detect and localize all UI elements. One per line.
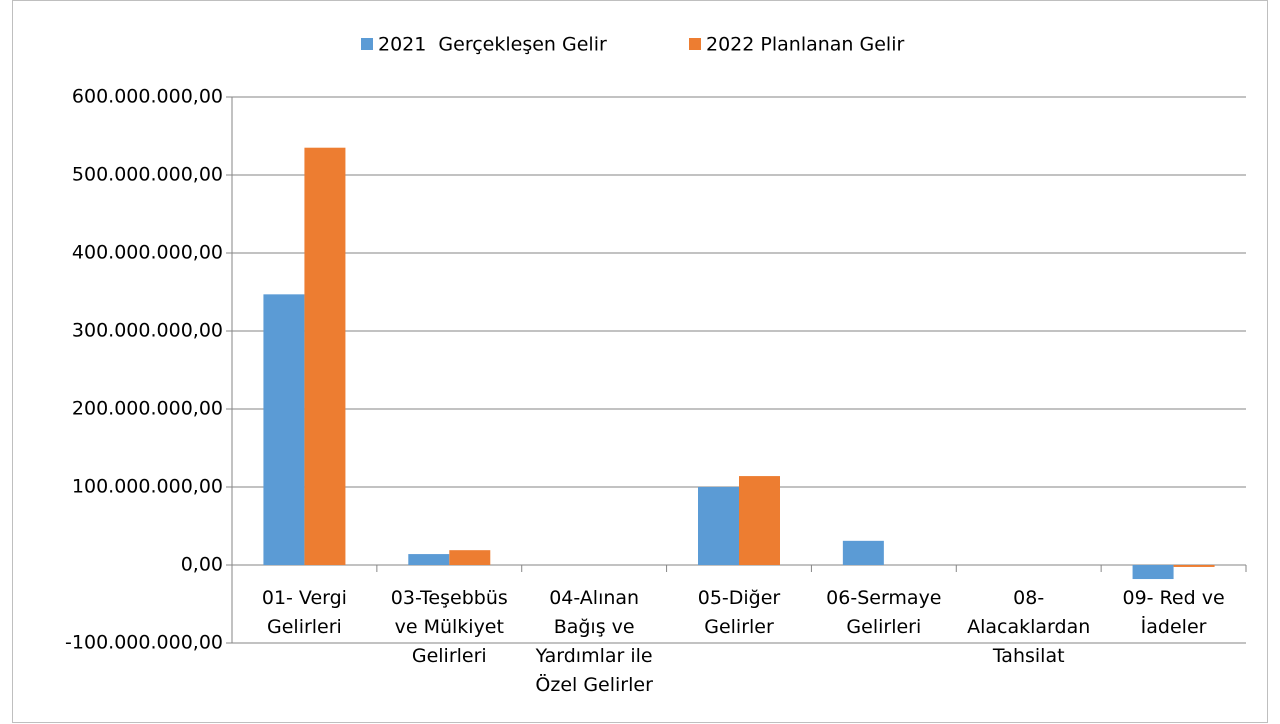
x-tick-label: 04-Alınan Bağış ve Yardımlar ile Özel Ge… [535,587,653,696]
y-tick-label: 100.000.000,00 [72,476,223,498]
y-tick-label: 200.000.000,00 [72,398,223,420]
legend-label: 2022 Planlanan Gelir [706,34,904,56]
x-tick-label: 03-Teşebbüs ve Mülkiyet Gelirleri [390,587,508,667]
y-tick-label: 0,00 [181,554,223,576]
y-tick-label: 500.000.000,00 [72,164,223,186]
bar [408,554,450,565]
x-tick-label: 09- Red ve İadeler [1122,587,1225,638]
y-tick-label: -100.000.000,00 [65,632,223,654]
bar [449,550,491,565]
bar [698,487,739,565]
bar [739,476,780,565]
bar [304,147,346,565]
chart-frame [12,0,1268,723]
bar [1132,565,1174,580]
bar [1173,565,1215,567]
x-tick-label: 01- Vergi Gelirleri [261,587,347,638]
legend-swatch [689,38,701,50]
legend-label: 2021 Gerçekleşen Gelir [378,34,607,56]
y-tick-label: 600.000.000,00 [72,86,223,108]
x-tick-label: 06-Sermaye Gelirleri [826,587,942,638]
bar [842,540,884,565]
legend-swatch [361,38,373,50]
x-tick-label: 05-Diğer Gelirler [697,587,781,638]
y-tick-label: 300.000.000,00 [72,320,223,342]
y-tick-label: 400.000.000,00 [72,242,223,264]
bar [263,294,305,565]
x-tick-label: 08-Alacaklardan Tahsilat [967,587,1091,667]
